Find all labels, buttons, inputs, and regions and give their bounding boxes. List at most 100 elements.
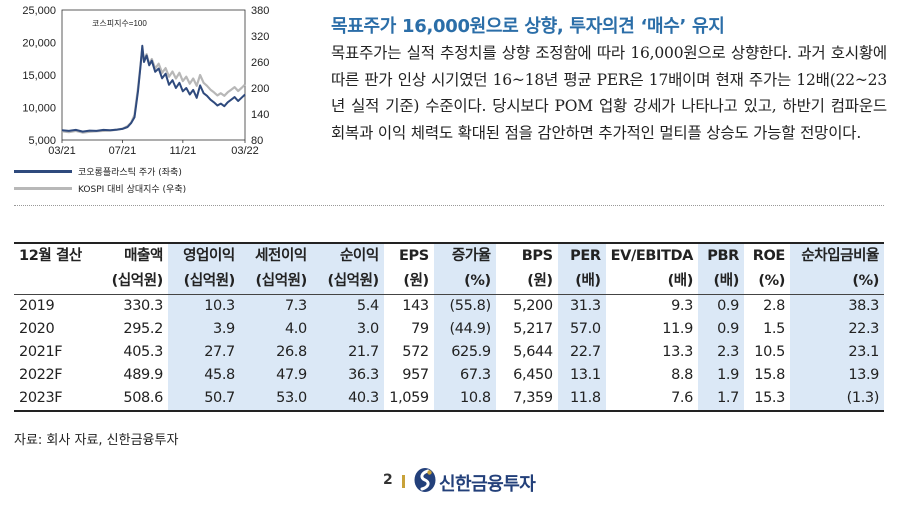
table-row: 2020 295.2 3.9 4.0 3.0 79 (44.9) 5,217 57.0 11.9 0… bbox=[14, 318, 884, 341]
table-unit-cell: (십억원) bbox=[167, 269, 240, 295]
table-cell: 38.3 bbox=[789, 294, 884, 318]
table-cell: 143 bbox=[402, 298, 429, 314]
table-cell: 1,059 bbox=[383, 387, 434, 412]
table-unit-cell: (배) bbox=[557, 269, 606, 295]
table-cell: 2.8 bbox=[763, 298, 785, 314]
table-header-cell: EPS bbox=[383, 242, 434, 269]
table-cell: 45.8 bbox=[167, 364, 240, 387]
chart-canvas: 25,000 20,000 15,000 10,000 5,000 380 320 260 20… bbox=[22, 5, 269, 157]
table-header-cell: 세전이익 bbox=[239, 242, 312, 269]
legend-label-relative: KOSPI 대비 상대지수 (우축) bbox=[78, 185, 187, 195]
table-cell: 13.3 bbox=[662, 344, 693, 360]
table-header-cell: EV/EBITDA bbox=[605, 242, 698, 269]
table-header-cell: 영업이익 bbox=[167, 242, 240, 269]
table-cell: 11.9 bbox=[662, 321, 693, 337]
table-cell: 57.0 bbox=[557, 318, 606, 341]
table-row-label: 2022F bbox=[19, 367, 63, 383]
table-cell: 1.5 bbox=[763, 321, 785, 337]
legend-swatch-relative bbox=[14, 187, 72, 190]
table-header-cell: PBR bbox=[697, 242, 744, 269]
page-footer: 2 신한금융투자 bbox=[0, 466, 898, 496]
table-cell: 10.3 bbox=[167, 294, 240, 318]
x-tick-label: 11/21 bbox=[169, 145, 196, 157]
table-unit-cell: (십억원) bbox=[311, 269, 384, 295]
table-cell: (55.8) bbox=[433, 294, 496, 318]
table-cell: 53.0 bbox=[239, 387, 312, 412]
financial-summary-table: 12월 결산 매출액 영업이익 세전이익 순이익 EPS 증가율 BPS PER EV/EBITD… bbox=[14, 242, 884, 412]
table-row-label: 2020 bbox=[19, 321, 55, 337]
table-cell: 9.3 bbox=[671, 298, 693, 314]
chart-plot-frame bbox=[61, 9, 246, 141]
y-left-tick-label: 10,000 bbox=[22, 103, 56, 115]
stock-price-chart: 25,000 20,000 15,000 10,000 5,000 380 320 260 20… bbox=[0, 0, 300, 210]
series-line-relative-index bbox=[61, 47, 246, 134]
table-header-cell: 12월 결산 bbox=[14, 242, 100, 269]
table-cell: 1.9 bbox=[697, 364, 744, 387]
table-cell: 36.3 bbox=[311, 364, 384, 387]
table-cell: 40.3 bbox=[311, 387, 384, 412]
table-cell: 31.3 bbox=[557, 294, 606, 318]
y-right-tick-label: 320 bbox=[251, 31, 269, 43]
table-cell: 489.9 bbox=[123, 367, 163, 383]
table-cell: 15.3 bbox=[743, 387, 790, 412]
table-row: 2021F 405.3 27.7 26.8 21.7 572 625.9 5,644 22.7 1… bbox=[14, 341, 884, 364]
table-cell: (44.9) bbox=[433, 318, 496, 341]
table-header-cell: ROE bbox=[743, 242, 790, 269]
y-right-tick-label: 80 bbox=[251, 135, 263, 147]
table-cell: 7.6 bbox=[605, 387, 698, 412]
table-cell: 10.5 bbox=[754, 344, 785, 360]
y-left-tick-label: 15,000 bbox=[22, 70, 56, 82]
table-header-cell: PER bbox=[557, 242, 606, 269]
page-separator bbox=[402, 475, 405, 488]
table-cell: 5,217 bbox=[513, 321, 553, 337]
table-unit-cell: (%) bbox=[433, 269, 496, 295]
section-headline: 목표주가 16,000원으로 상향, 투자의견 ‘매수’ 유지 bbox=[331, 16, 725, 37]
table-cell: 21.7 bbox=[311, 341, 384, 364]
table-cell: 6,450 bbox=[513, 367, 553, 383]
y-left-tick-label: 25,000 bbox=[22, 5, 56, 17]
table-cell: 1.7 bbox=[697, 387, 744, 412]
table-unit-cell: (원) bbox=[383, 269, 434, 295]
table-cell: 4.0 bbox=[239, 318, 312, 341]
table-unit-cell: (십억원) bbox=[99, 269, 168, 295]
table-cell: 26.8 bbox=[239, 341, 312, 364]
table-row: 2022F 489.9 45.8 47.9 36.3 957 67.3 6,450 13.1 8.… bbox=[14, 364, 884, 387]
table-header-cell: 증가율 bbox=[433, 242, 496, 269]
table-header-row: 12월 결산 매출액 영업이익 세전이익 순이익 EPS 증가율 BPS PER EV/EBITD… bbox=[14, 242, 884, 269]
table-header-cell: 순이익 bbox=[311, 242, 384, 269]
table-cell: 27.7 bbox=[167, 341, 240, 364]
table-cell: 13.9 bbox=[789, 364, 884, 387]
table-cell: 47.9 bbox=[239, 364, 312, 387]
legend-label-stock: 코오롱플라스틱 주가 (좌축) bbox=[78, 168, 182, 178]
table-cell: 3.0 bbox=[311, 318, 384, 341]
table-cell: 8.8 bbox=[671, 367, 693, 383]
brand-name: 신한금융투자 bbox=[439, 474, 536, 495]
table-row-label: 2021F bbox=[19, 344, 63, 360]
table-cell: 7.3 bbox=[239, 294, 312, 318]
y-right-tick-label: 140 bbox=[251, 109, 269, 121]
table-cell: 0.9 bbox=[697, 294, 744, 318]
table-unit-cell: (십억원) bbox=[239, 269, 312, 295]
table-cell: 23.1 bbox=[789, 341, 884, 364]
table-cell: 7,359 bbox=[495, 387, 558, 412]
table-row-label: 2023F bbox=[14, 387, 100, 412]
table-cell: 957 bbox=[402, 367, 429, 383]
table-cell: 508.6 bbox=[99, 387, 168, 412]
table-cell: 11.8 bbox=[557, 387, 606, 412]
y-right-tick-label: 380 bbox=[251, 5, 269, 17]
table-cell: 405.3 bbox=[123, 344, 163, 360]
table-header-cell: 매출액 bbox=[99, 242, 168, 269]
table-cell: 67.3 bbox=[433, 364, 496, 387]
legend-item-relative: KOSPI 대비 상대지수 (우축) bbox=[14, 180, 186, 197]
table-row-label: 2019 bbox=[19, 298, 55, 314]
table-row: 2023F 508.6 50.7 53.0 40.3 1,059 10.8 7,359 11.8… bbox=[14, 387, 884, 412]
x-tick-label: 03/22 bbox=[231, 145, 259, 157]
source-note: 자료: 회사 자료, 신한금융투자 bbox=[14, 433, 179, 448]
body-paragraph: 목표주가는 실적 추정치를 상향 조정함에 따라 16,000원으로 상향한다.… bbox=[331, 44, 887, 142]
section-divider bbox=[14, 205, 884, 206]
table-unit-cell bbox=[14, 269, 100, 295]
chart-annotation: 코스피지수=100 bbox=[92, 19, 147, 28]
x-tick-label: 07/21 bbox=[109, 145, 137, 157]
table-cell: 295.2 bbox=[123, 321, 163, 337]
table-unit-row: (십억원) (십억원) (십억원) (십억원) (원) (%) (원) (배) (배) (배) (%… bbox=[14, 269, 884, 295]
